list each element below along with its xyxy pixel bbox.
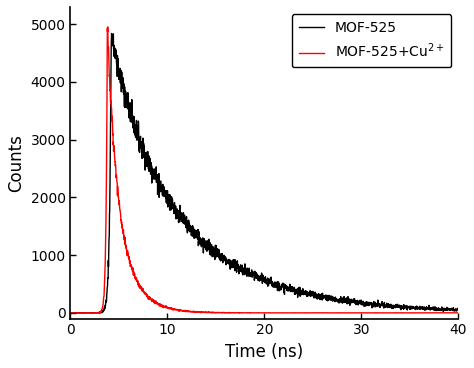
- MOF-525: [445, 308, 450, 312]
- Y-axis label: Counts: Counts: [7, 134, 25, 192]
- MOF-525: [374, 302, 379, 306]
- MOF-525: [109, 31, 114, 36]
- MOF-525+Cu$^{2+}$: [444, 311, 450, 315]
- MOF-525+Cu$^{2+}$: [373, 311, 379, 315]
- MOF-525+Cu$^{2+}$: [445, 311, 450, 315]
- MOF-525+Cu$^{2+}$: [87, 311, 93, 315]
- MOF-525+Cu$^{2+}$: [256, 311, 262, 315]
- MOF-525+Cu$^{2+}$: [246, 311, 252, 315]
- MOF-525: [445, 307, 450, 311]
- Line: MOF-525: MOF-525: [71, 33, 458, 313]
- MOF-525: [88, 311, 93, 315]
- X-axis label: Time (ns): Time (ns): [225, 343, 303, 361]
- MOF-525: [246, 266, 252, 270]
- Legend: MOF-525, MOF-525+Cu$^{2+}$: MOF-525, MOF-525+Cu$^{2+}$: [292, 14, 451, 67]
- MOF-525: [68, 311, 73, 315]
- MOF-525: [256, 275, 262, 279]
- MOF-525: [68, 311, 73, 315]
- MOF-525: [456, 308, 461, 312]
- MOF-525+Cu$^{2+}$: [456, 311, 461, 315]
- MOF-525+Cu$^{2+}$: [105, 25, 110, 29]
- MOF-525+Cu$^{2+}$: [68, 311, 73, 315]
- Line: MOF-525+Cu$^{2+}$: MOF-525+Cu$^{2+}$: [71, 27, 458, 313]
